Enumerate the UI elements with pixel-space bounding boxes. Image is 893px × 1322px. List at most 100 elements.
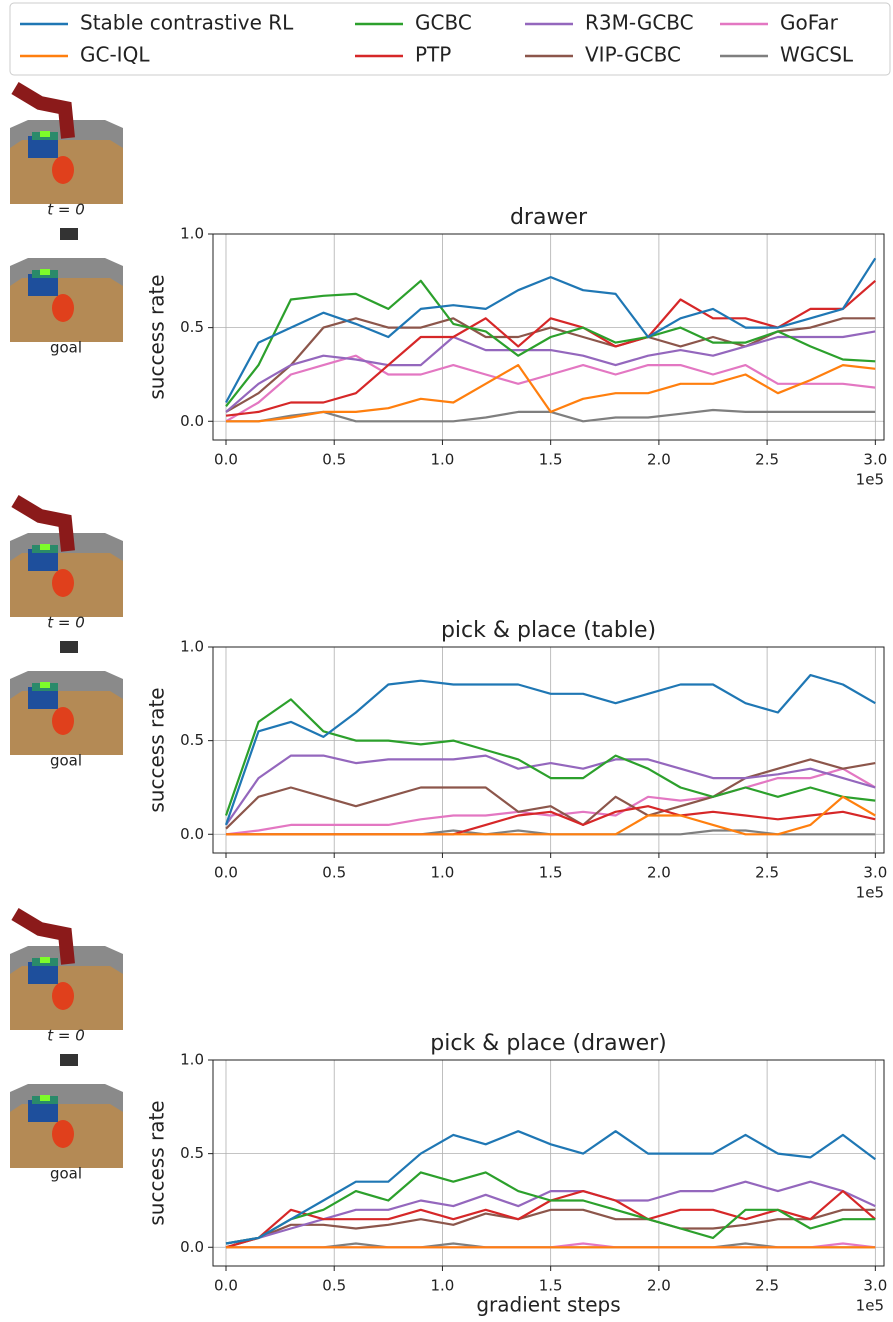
x-tick-label: 0.0 (214, 451, 238, 469)
scene-cylinder (52, 294, 74, 322)
x-offset-label: 1e5 (856, 884, 884, 902)
scene-gripper (60, 641, 78, 653)
y-tick-label: 0.0 (180, 1238, 204, 1256)
series-line (225, 1180, 876, 1245)
series-line (225, 767, 876, 836)
scene-box (28, 549, 58, 571)
y-tick-label: 0.5 (180, 1144, 204, 1162)
goal-caption: goal (50, 1165, 82, 1183)
scene-box (28, 687, 58, 709)
legend-label: PTP (415, 43, 451, 67)
x-tick-label: 3.0 (863, 1277, 887, 1295)
scene-cylinder (52, 1120, 74, 1148)
legend-box (9, 2, 891, 76)
legend-label: GC-IQL (80, 43, 150, 67)
x-tick-label: 1.5 (539, 864, 563, 882)
thumbnail-image (10, 494, 123, 617)
series-line (225, 754, 876, 826)
series-line (225, 257, 877, 404)
series-line (226, 795, 876, 836)
series-line (225, 330, 876, 413)
x-axis-label: gradient steps (476, 1293, 620, 1317)
scene-arm (11, 81, 75, 139)
scene-arm (11, 907, 75, 965)
x-tick-label: 2.0 (647, 1277, 671, 1295)
x-tick-label: 2.0 (647, 864, 671, 882)
scene-object (40, 131, 50, 137)
chart-title: pick & place (drawer) (430, 1031, 666, 1056)
y-tick-label: 0.0 (180, 412, 204, 430)
thumbnail-image (10, 226, 123, 342)
start-caption: t = 0 (47, 614, 85, 632)
chart-title: drawer (510, 205, 588, 230)
thumbnail-image (10, 639, 123, 755)
x-offset-label: 1e5 (856, 1297, 884, 1315)
y-tick-label: 0.5 (180, 731, 204, 749)
thumbnail-image (10, 81, 123, 204)
y-tick-label: 1.0 (180, 1051, 204, 1069)
scene-object (40, 957, 50, 963)
x-tick-label: 2.5 (755, 451, 779, 469)
series-line (225, 1171, 876, 1245)
x-tick-label: 0.5 (322, 864, 346, 882)
y-axis-label: success rate (145, 1100, 169, 1225)
x-tick-label: 0.0 (214, 864, 238, 882)
x-tick-label: 3.0 (863, 864, 887, 882)
x-tick-label: 0.5 (322, 451, 346, 469)
legend-label: Stable contrastive RL (80, 11, 294, 35)
series-line (225, 1130, 876, 1245)
scene-box (28, 274, 58, 296)
x-tick-label: 0.0 (214, 1277, 238, 1295)
scene-cylinder (52, 982, 74, 1010)
x-tick-label: 2.5 (755, 864, 779, 882)
start-caption: t = 0 (47, 201, 85, 219)
series-line (225, 354, 876, 423)
scene-box (28, 1100, 58, 1122)
series-line (225, 758, 876, 830)
x-tick-label: 3.0 (863, 451, 887, 469)
scene-object (40, 682, 50, 688)
series-line (225, 317, 876, 413)
series-line (225, 279, 877, 417)
plot-frame (212, 233, 885, 441)
scene-gripper (60, 228, 78, 240)
chart-title: pick & place (table) (441, 618, 656, 643)
series-line (225, 1208, 876, 1249)
x-tick-label: 1.5 (539, 451, 563, 469)
scene-object (40, 269, 50, 275)
series-line (224, 674, 876, 826)
scene-box (28, 136, 58, 158)
goal-caption: goal (50, 339, 82, 357)
plot-frame (212, 1059, 885, 1267)
x-tick-label: 2.0 (647, 451, 671, 469)
x-tick-label: 1.0 (431, 1277, 455, 1295)
plot-frame (212, 646, 885, 854)
thumbnail-image (10, 907, 123, 1030)
scene-arm (11, 494, 75, 552)
series-line (224, 698, 876, 816)
legend-label: WGCSL (780, 43, 854, 67)
scene-box (28, 962, 58, 984)
x-tick-label: 2.5 (755, 1277, 779, 1295)
scene-object (40, 544, 50, 550)
scene-object (40, 1095, 50, 1101)
series-line (225, 279, 876, 407)
series-line (226, 364, 876, 423)
y-tick-label: 0.0 (180, 825, 204, 843)
start-caption: t = 0 (47, 1027, 85, 1045)
x-tick-label: 1.5 (539, 1277, 563, 1295)
x-tick-label: 1.0 (431, 864, 455, 882)
scene-cylinder (52, 156, 74, 184)
legend-label: GCBC (415, 11, 472, 35)
x-offset-label: 1e5 (856, 471, 884, 489)
goal-caption: goal (50, 752, 82, 770)
y-tick-label: 1.0 (180, 225, 204, 243)
scene-cylinder (52, 707, 74, 735)
x-tick-label: 1.0 (431, 451, 455, 469)
legend-label: VIP-GCBC (585, 43, 681, 67)
y-tick-label: 0.5 (180, 318, 204, 336)
x-tick-label: 0.5 (322, 1277, 346, 1295)
scene-gripper (60, 1054, 78, 1066)
legend-label: R3M-GCBC (585, 11, 694, 35)
